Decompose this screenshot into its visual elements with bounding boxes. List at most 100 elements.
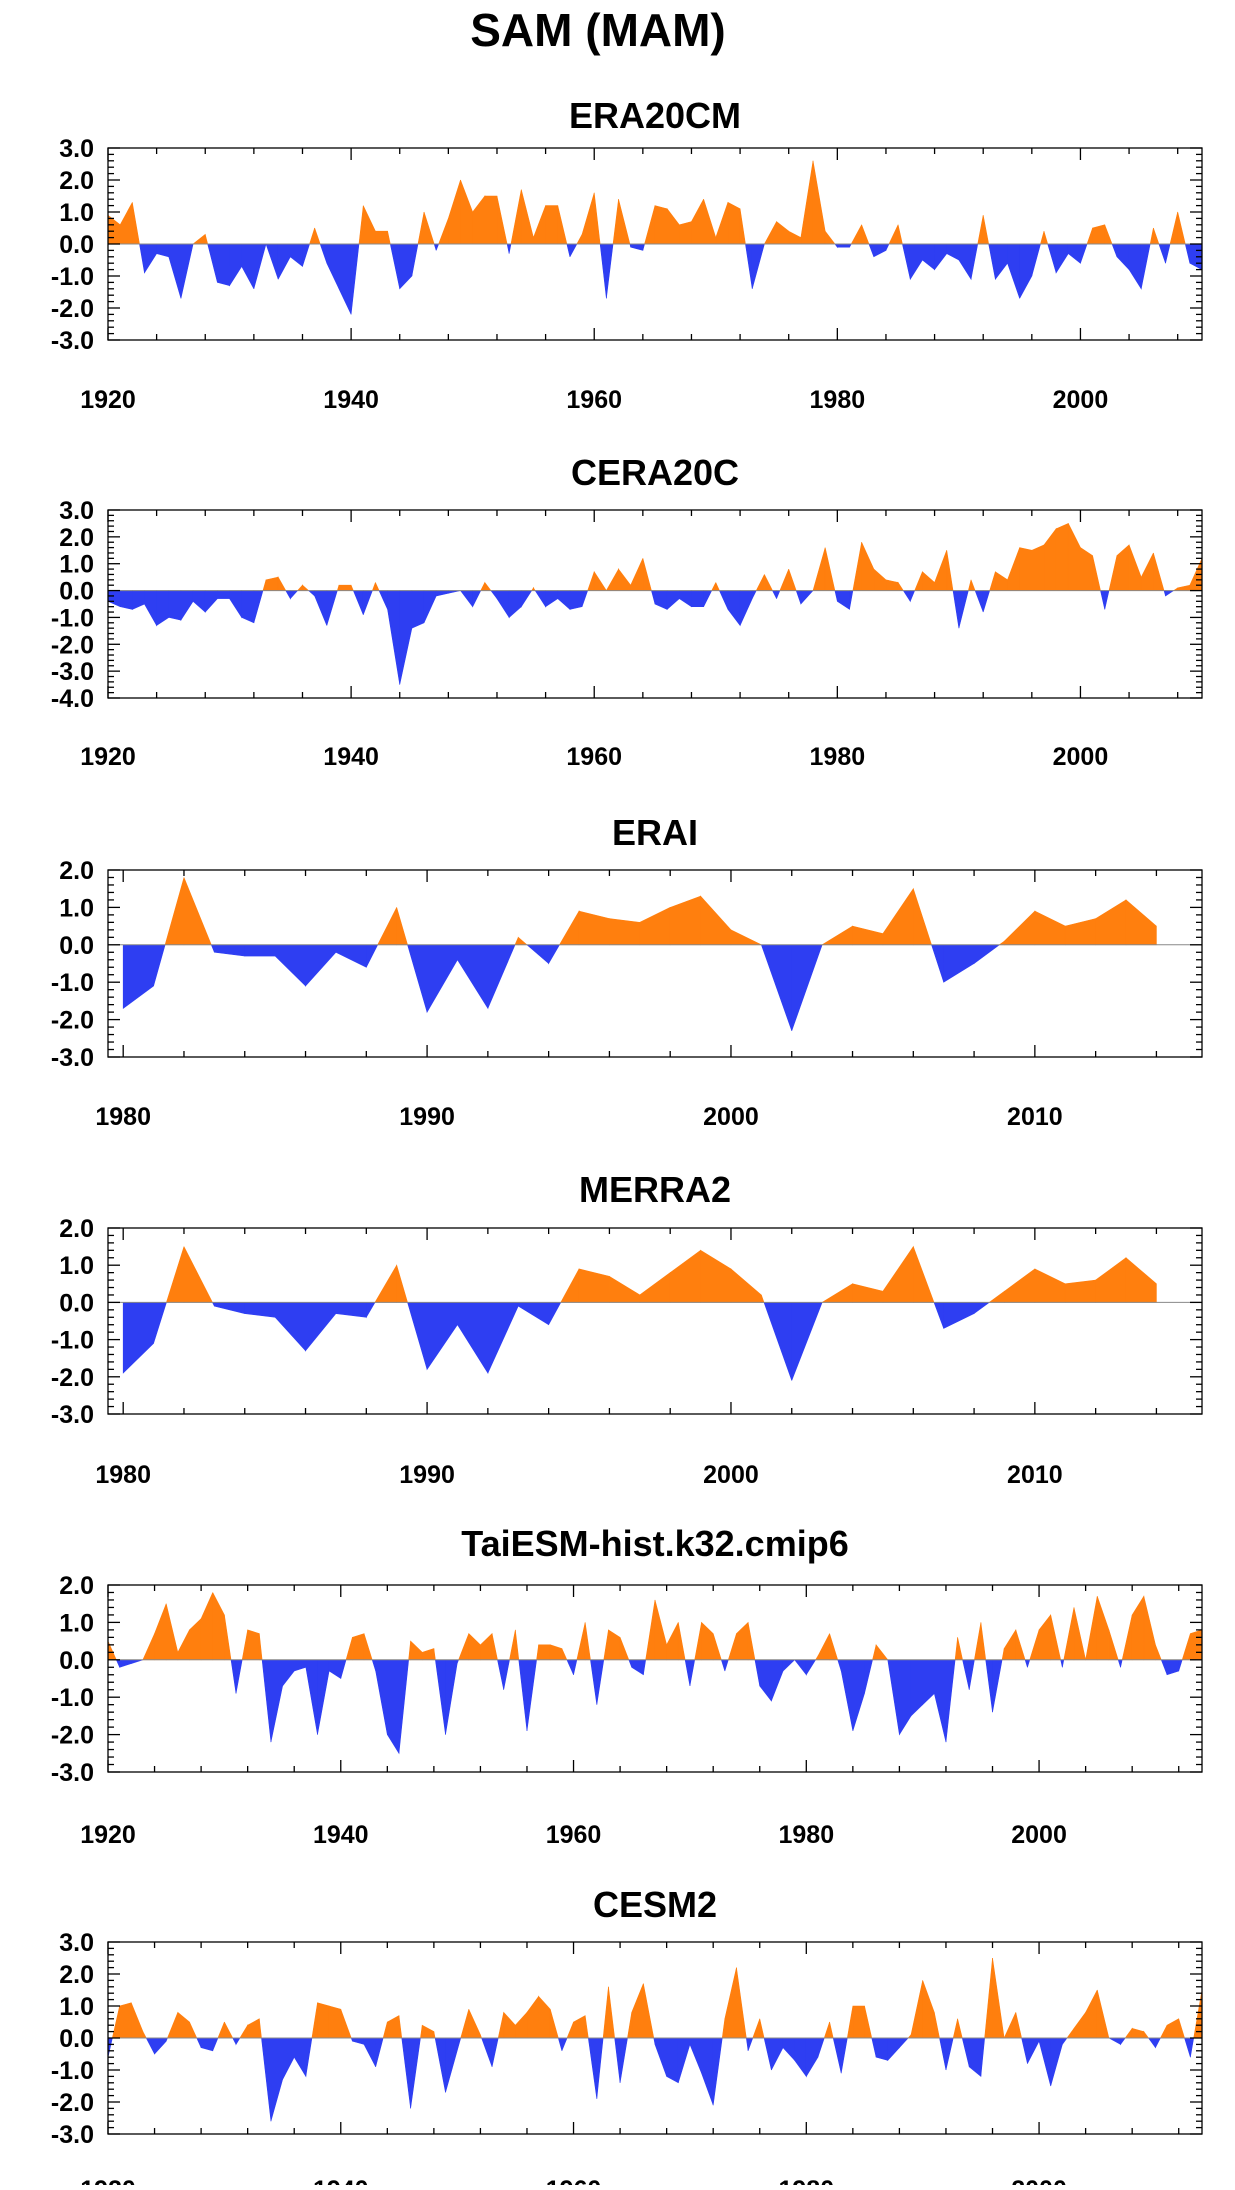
- negative-area: [939, 2037, 947, 2071]
- negative-area: [290, 243, 303, 268]
- positive-area: [609, 1275, 641, 1303]
- positive-area: [1064, 1279, 1096, 1303]
- negative-area: [435, 1659, 446, 1735]
- positive-area: [296, 584, 303, 591]
- y-tick-label: -2.0: [51, 631, 94, 659]
- negative-area: [265, 243, 279, 280]
- y-tick-label: -3.0: [51, 2121, 94, 2149]
- negative-area: [168, 243, 182, 299]
- negative-area: [122, 944, 154, 1009]
- positive-area: [576, 1622, 586, 1661]
- y-tick-label: -2.0: [51, 1722, 94, 1750]
- positive-area: [823, 2021, 830, 2039]
- positive-area: [1031, 544, 1045, 591]
- negative-area: [1111, 243, 1118, 257]
- positive-area: [204, 234, 209, 245]
- negative-area: [1108, 2037, 1121, 2045]
- x-tick-label: 1960: [566, 743, 622, 771]
- negative-area: [389, 243, 401, 289]
- negative-area: [1019, 243, 1033, 299]
- negative-area: [305, 1659, 318, 1735]
- panel-title: MERRA2: [579, 1169, 731, 1210]
- negative-area: [335, 944, 367, 968]
- positive-area: [560, 1268, 580, 1303]
- negative-area: [606, 243, 614, 299]
- positive-area: [669, 1249, 701, 1303]
- panel-1: ERA20CM 3.0 2.0 1.0 0.0 -1.0 -2.0 -3.0 1920 1940 1…: [51, 95, 1203, 414]
- negative-area: [350, 243, 360, 315]
- negative-area: [1190, 2037, 1195, 2058]
- negative-area: [599, 243, 607, 299]
- negative-area: [314, 590, 328, 626]
- positive-area: [177, 1629, 190, 1661]
- positive-area: [358, 205, 364, 245]
- y-tick-label: -1.0: [51, 604, 94, 632]
- positive-area: [631, 1983, 644, 2039]
- positive-area: [1067, 523, 1081, 591]
- positive-area: [897, 224, 903, 245]
- negative-area: [791, 1302, 823, 1381]
- positive-area: [952, 2018, 958, 2039]
- negative-area: [1027, 2037, 1040, 2064]
- negative-area: [491, 2037, 499, 2067]
- y-tick-label: 2.0: [59, 857, 94, 885]
- positive-area: [480, 1632, 493, 1661]
- negative-area: [217, 590, 230, 599]
- positive-area: [788, 230, 802, 245]
- negative-area: [352, 590, 364, 615]
- positive-area: [549, 1644, 563, 1661]
- positive-area: [639, 1272, 671, 1303]
- negative-area: [302, 243, 310, 267]
- negative-area: [902, 590, 911, 603]
- negative-area: [326, 590, 338, 626]
- negative-area: [426, 944, 458, 1014]
- negative-area: [666, 590, 680, 611]
- positive-area: [1092, 555, 1101, 591]
- positive-area: [910, 1980, 923, 2039]
- negative-area: [573, 1659, 578, 1675]
- negative-area: [387, 1659, 400, 1755]
- positive-area: [1153, 552, 1165, 591]
- x-tick-label: 2000: [703, 1461, 759, 1489]
- negative-area: [270, 2037, 283, 2122]
- positive-area: [584, 1622, 591, 1661]
- negative-area: [557, 590, 571, 611]
- positive-area: [396, 1265, 408, 1303]
- negative-area: [119, 590, 133, 610]
- positive-area: [509, 1629, 516, 1661]
- positive-area: [410, 1640, 423, 1661]
- positive-area: [1095, 1257, 1127, 1303]
- positive-area: [526, 1995, 539, 2039]
- positive-area: [515, 1629, 520, 1661]
- negative-area: [1158, 243, 1166, 264]
- y-tick-label: -3.0: [51, 1759, 94, 1787]
- negative-area: [1147, 2037, 1156, 2049]
- negative-area: [434, 2037, 446, 2093]
- positive-area: [1169, 211, 1178, 245]
- negative-area: [1128, 243, 1142, 290]
- positive-area: [433, 1648, 436, 1661]
- positive-area: [630, 558, 644, 591]
- negative-area: [230, 1659, 237, 1694]
- panel-title: CERA20C: [571, 452, 739, 493]
- negative-area: [727, 590, 741, 627]
- positive-area: [618, 568, 631, 591]
- positive-area: [885, 579, 899, 591]
- y-tick-label: 3.0: [59, 135, 94, 163]
- positive-area: [812, 547, 826, 591]
- y-tick-label: -3.0: [51, 1044, 94, 1072]
- positive-area: [850, 224, 862, 245]
- negative-area: [1117, 1659, 1121, 1668]
- negative-area: [506, 243, 510, 254]
- negative-area: [590, 1659, 598, 1705]
- positive-area: [1155, 1644, 1162, 1661]
- x-tick-label: 1920: [80, 386, 136, 414]
- positive-area: [989, 571, 996, 591]
- positive-area: [345, 1637, 353, 1661]
- negative-area: [481, 2037, 493, 2067]
- negative-area: [887, 1659, 900, 1735]
- positive-area: [503, 2011, 516, 2039]
- positive-area: [1066, 2027, 1075, 2039]
- negative-area: [871, 2037, 877, 2058]
